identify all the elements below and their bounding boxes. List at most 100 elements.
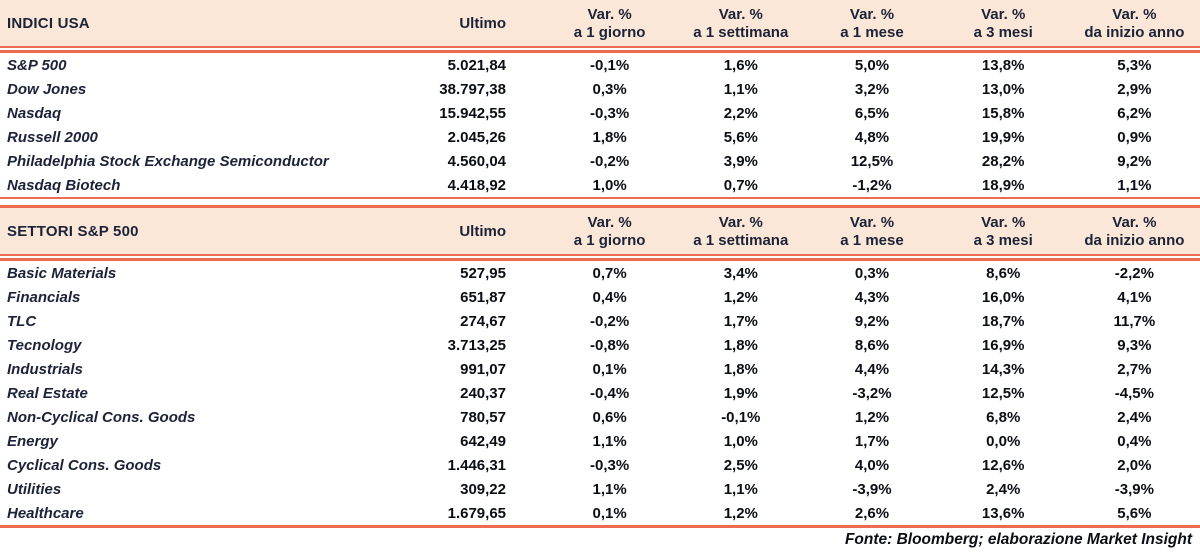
divider-gap: [0, 48, 1200, 50]
row-label: Cyclical Cons. Goods: [7, 456, 162, 474]
table-header-band: INDICI USA Ultimo Var. % a 1 giorno Var. …: [0, 0, 1200, 46]
column-header-var-1week: Var. % a 1 settimana: [693, 5, 789, 41]
table-bottom-line: [0, 197, 1200, 199]
row-label: S&P 500: [7, 56, 67, 74]
source-note: Fonte: Bloomberg; elaborazione Market In…: [0, 528, 1200, 552]
row-last-value: 309,22: [460, 480, 506, 498]
row-var-1day: 1,1%: [592, 480, 627, 498]
row-var-1month: 9,2%: [854, 312, 890, 330]
row-label: Nasdaq: [7, 104, 62, 122]
row-var-1week: 5,6%: [723, 128, 758, 146]
row-last-value: 642,49: [460, 432, 506, 450]
divider-gap: [0, 256, 1200, 258]
row-var-1week: 1,1%: [723, 80, 758, 98]
row-var-1week: 2,5%: [723, 456, 758, 474]
column-header-ultimo: Ultimo: [459, 222, 506, 240]
row-var-ytd: 11,7%: [1113, 312, 1156, 330]
source-text: Fonte: Bloomberg; elaborazione Market In…: [844, 531, 1192, 548]
row-last-value: 5.021,84: [447, 56, 506, 74]
divider-line: [0, 258, 1200, 261]
row-var-1week: 3,4%: [723, 264, 758, 282]
row-var-1month: 3,2%: [854, 80, 890, 98]
divider-line: [0, 254, 1200, 256]
row-var-1day: -0,1%: [590, 56, 630, 74]
row-var-1day: -0,2%: [590, 312, 630, 330]
row-var-3months: 19,9%: [981, 128, 1025, 146]
table-row: Basic Materials 527,95 0,7% 3,4% 0,3% 8,…: [0, 261, 1200, 285]
column-header-var-3months: Var. % a 3 mesi: [973, 5, 1033, 41]
column-header-var-1day: Var. % a 1 giorno: [573, 213, 646, 249]
table-title: SETTORI S&P 500: [7, 222, 139, 240]
row-var-1month: 8,6%: [854, 336, 890, 354]
row-var-ytd: -4,5%: [1114, 384, 1154, 402]
row-var-ytd: 2,0%: [1117, 456, 1152, 474]
table-row: Industrials 991,07 0,1% 1,8% 4,4% 14,3% …: [0, 357, 1200, 381]
row-var-ytd: 2,7%: [1117, 360, 1152, 378]
row-var-1month: 4,3%: [854, 288, 890, 306]
row-var-ytd: 2,9%: [1117, 80, 1152, 98]
row-last-value: 240,37: [460, 384, 506, 402]
row-var-ytd: 5,6%: [1117, 504, 1152, 522]
row-var-1day: -0,2%: [590, 152, 630, 170]
row-label: Nasdaq Biotech: [7, 176, 121, 194]
table-row: Dow Jones 38.797,38 0,3% 1,1% 3,2% 13,0%…: [0, 77, 1200, 101]
row-label: Financials: [7, 288, 81, 306]
row-var-3months: 18,9%: [981, 176, 1025, 194]
row-var-1day: 0,1%: [592, 360, 627, 378]
divider-line: [0, 50, 1200, 53]
row-label: Healthcare: [7, 504, 84, 522]
row-var-1week: 1,1%: [723, 480, 758, 498]
row-label: Energy: [7, 432, 58, 450]
table-row: Tecnology 3.713,25 -0,8% 1,8% 8,6% 16,9%…: [0, 333, 1200, 357]
row-last-value: 4.560,04: [447, 152, 506, 170]
row-label: TLC: [7, 312, 37, 330]
table-row: Cyclical Cons. Goods 1.446,31 -0,3% 2,5%…: [0, 453, 1200, 477]
row-var-1week: 1,2%: [723, 288, 758, 306]
row-var-1day: 0,1%: [592, 504, 627, 522]
table-row: Nasdaq 15.942,55 -0,3% 2,2% 6,5% 15,8% 6…: [0, 101, 1200, 125]
row-var-1month: 4,8%: [854, 128, 890, 146]
row-var-3months: 18,7%: [981, 312, 1025, 330]
table-row: Non-Cyclical Cons. Goods 780,57 0,6% -0,…: [0, 405, 1200, 429]
column-header-var-1day: Var. % a 1 giorno: [573, 5, 646, 41]
table-title: INDICI USA: [7, 14, 90, 32]
row-var-1day: 0,3%: [592, 80, 627, 98]
row-var-1day: 0,7%: [592, 264, 627, 282]
row-var-ytd: 2,4%: [1117, 408, 1152, 426]
row-var-1week: 2,2%: [723, 104, 758, 122]
row-var-3months: 13,6%: [981, 504, 1025, 522]
row-var-ytd: 4,1%: [1117, 288, 1152, 306]
row-var-1week: 1,8%: [723, 336, 758, 354]
row-var-ytd: 5,3%: [1117, 56, 1152, 74]
row-var-3months: 28,2%: [981, 152, 1025, 170]
row-var-1day: 1,8%: [592, 128, 627, 146]
row-label: Real Estate: [7, 384, 88, 402]
row-var-1day: 0,4%: [592, 288, 627, 306]
table-row: S&P 500 5.021,84 -0,1% 1,6% 5,0% 13,8% 5…: [0, 53, 1200, 77]
row-var-1week: 1,8%: [723, 360, 758, 378]
table-row: TLC 274,67 -0,2% 1,7% 9,2% 18,7% 11,7%: [0, 309, 1200, 333]
column-header-var-3months: Var. % a 3 mesi: [973, 213, 1033, 249]
row-label: Non-Cyclical Cons. Goods: [7, 408, 196, 426]
row-last-value: 4.418,92: [447, 176, 506, 194]
table-header-band: SETTORI S&P 500 Ultimo Var. % a 1 giorno …: [0, 208, 1200, 254]
table-top-line: [0, 205, 1200, 208]
row-var-1day: -0,8%: [590, 336, 630, 354]
row-var-ytd: 1,1%: [1117, 176, 1152, 194]
row-var-1day: -0,3%: [590, 456, 630, 474]
column-header-ultimo: Ultimo: [459, 14, 506, 32]
row-var-1month: 5,0%: [854, 56, 890, 74]
table-row: Financials 651,87 0,4% 1,2% 4,3% 16,0% 4…: [0, 285, 1200, 309]
row-label: Industrials: [7, 360, 83, 378]
row-var-1week: -0,1%: [721, 408, 761, 426]
row-last-value: 3.713,25: [447, 336, 506, 354]
column-header-var-1month: Var. % a 1 mese: [840, 213, 904, 249]
row-label: Russell 2000: [7, 128, 98, 146]
row-var-3months: 13,8%: [981, 56, 1025, 74]
row-last-value: 274,67: [460, 312, 506, 330]
row-label: Basic Materials: [7, 264, 117, 282]
row-var-ytd: -2,2%: [1114, 264, 1154, 282]
column-header-var-1month: Var. % a 1 mese: [840, 5, 904, 41]
row-var-ytd: 9,2%: [1117, 152, 1152, 170]
